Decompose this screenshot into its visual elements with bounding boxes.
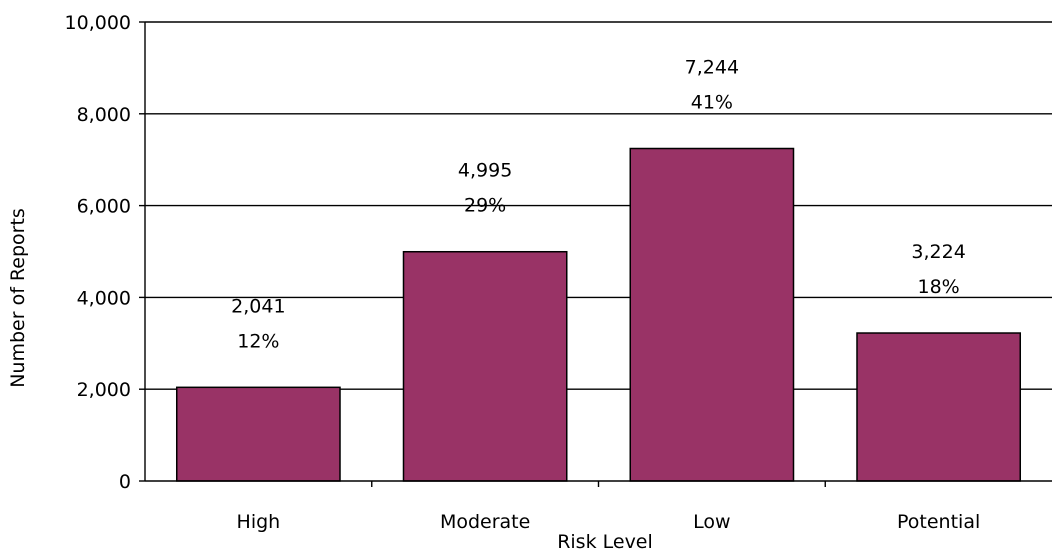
x-axis-title: Risk Level <box>557 531 653 552</box>
bar-moderate <box>402 250 568 482</box>
x-tick-label: Potential <box>897 511 980 533</box>
x-tick-label: Low <box>693 511 730 533</box>
data-label-percent: 12% <box>237 330 279 352</box>
data-label-percent: 41% <box>691 92 733 114</box>
y-axis-ticks: 0 2,000 4,000 6,000 8,000 10,000 <box>65 12 145 493</box>
data-label-value: 2,041 <box>231 295 285 317</box>
data-label-value: 3,224 <box>911 241 965 263</box>
x-axis-ticks: High Moderate Low Potential <box>237 481 980 533</box>
y-tick-label: 8,000 <box>77 104 131 126</box>
bar-high <box>175 386 341 482</box>
data-label-value: 7,244 <box>685 57 739 79</box>
x-tick-label: Moderate <box>440 511 530 533</box>
y-tick-label: 2,000 <box>77 379 131 401</box>
bar-low <box>629 147 795 482</box>
y-tick-label: 0 <box>119 471 131 493</box>
y-tick-label: 6,000 <box>77 196 131 218</box>
data-label-percent: 29% <box>464 195 506 217</box>
data-labels: 2,041 12% 4,995 29% 7,244 41% 3,224 18% <box>231 57 966 353</box>
x-tick-label: High <box>237 511 281 533</box>
bars <box>175 147 1022 482</box>
y-tick-label: 4,000 <box>77 287 131 309</box>
bar-potential <box>856 332 1022 482</box>
data-label-percent: 18% <box>918 276 960 298</box>
y-tick-label: 10,000 <box>65 12 131 34</box>
data-label-value: 4,995 <box>458 160 512 182</box>
y-axis-title: Number of Reports <box>7 208 29 388</box>
